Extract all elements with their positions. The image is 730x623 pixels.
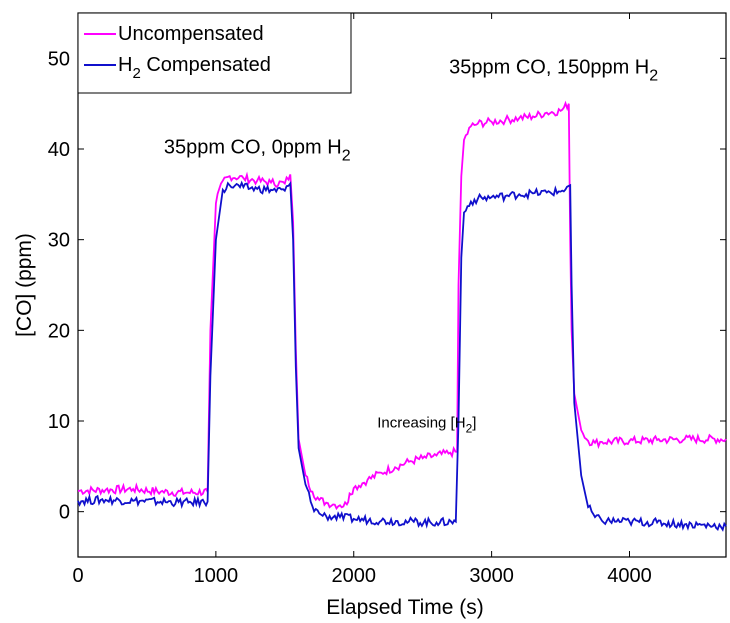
annotation-3: Increasing [H2]: [377, 414, 476, 435]
x-tick-label: 3000: [469, 565, 514, 587]
y-tick-label: 50: [48, 48, 70, 70]
legend-label-2: H2 Compensated: [118, 54, 271, 82]
x-tick-label: 4000: [607, 565, 652, 587]
annotation-2: 35ppm CO, 150ppm H2: [449, 57, 658, 85]
x-axis-ticks: 0 1000 2000 3000 4000: [72, 13, 652, 587]
x-tick-label: 0: [72, 565, 83, 587]
legend-label-1: Uncompensated: [118, 23, 264, 45]
legend-box: [77, 12, 352, 94]
y-tick-label: 10: [48, 411, 70, 433]
x-axis-label: Elapsed Time (s): [326, 596, 484, 619]
annotation-1: 35ppm CO, 0ppm H2: [164, 137, 351, 165]
y-tick-label: 0: [59, 502, 70, 524]
x-tick-label: 2000: [331, 565, 376, 587]
series-layer: [77, 100, 727, 532]
annotations: 35ppm CO, 0ppm H2 35ppm CO, 150ppm H2 Incr…: [164, 57, 658, 436]
series-line-uncompensated: [78, 100, 727, 511]
series-line-h2-compensated: [77, 180, 727, 532]
y-tick-label: 20: [48, 320, 70, 342]
y-tick-label: 30: [48, 230, 70, 252]
y-tick-label: 40: [48, 139, 70, 161]
y-axis-label: [CO] (ppm): [13, 233, 36, 337]
y-axis-ticks: 0 10 20 30 40 50: [48, 48, 726, 524]
legend: Uncompensated H2 Compensated: [77, 12, 352, 94]
plot-area: [77, 12, 727, 558]
x-tick-label: 1000: [194, 565, 239, 587]
